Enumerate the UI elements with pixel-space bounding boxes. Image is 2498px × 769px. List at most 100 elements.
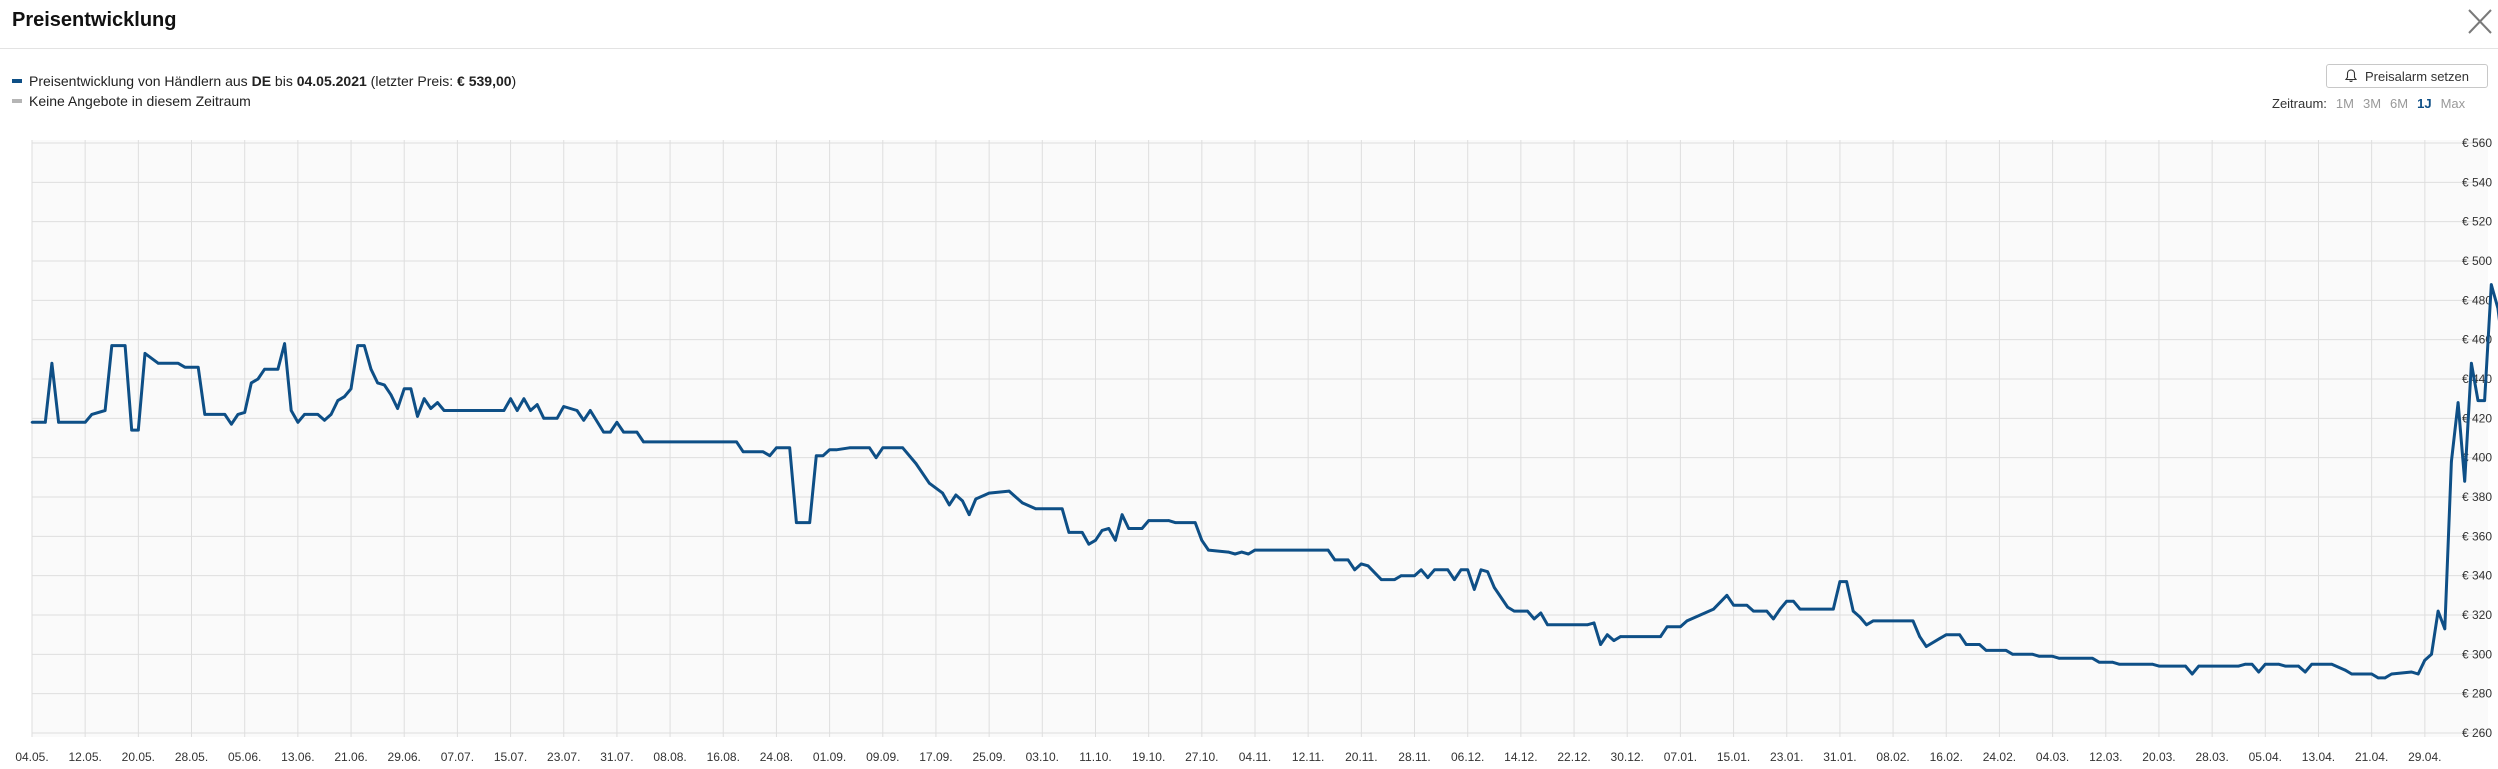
price-data-point (2197, 664, 2201, 668)
price-data-point (1539, 611, 1543, 615)
price-data-point (442, 409, 446, 412)
x-tick-label: 11.10. (1079, 750, 1111, 764)
price-data-point (1612, 639, 1616, 642)
price-data-point (2157, 664, 2161, 668)
x-year-label: 2021 (1667, 767, 1694, 769)
x-tick-label: 13.06. (281, 750, 314, 764)
price-data-point (2097, 660, 2101, 664)
y-tick-label: € 400 (2462, 451, 2492, 465)
price-data-point (635, 430, 639, 434)
period-option-3m[interactable]: 3M (2362, 96, 2382, 111)
price-data-point (2184, 664, 2187, 668)
x-tick-label: 27.10. (1185, 750, 1218, 764)
price-data-point (356, 344, 360, 347)
price-data-point (416, 415, 419, 418)
price-data-point (1865, 623, 1868, 627)
price-data-point (1832, 607, 1835, 611)
close-icon[interactable] (2466, 6, 2494, 36)
price-data-point (941, 491, 944, 495)
price-data-point (1366, 564, 1370, 568)
price-data-point (622, 430, 625, 434)
price-data-point (176, 362, 180, 365)
price-data-point (542, 417, 546, 420)
y-tick-label: € 280 (2462, 687, 2492, 701)
x-tick-label: 22.12. (1557, 750, 1590, 764)
price-data-point (2117, 662, 2121, 666)
price-data-point (1114, 539, 1117, 542)
price-data-point (143, 352, 147, 355)
x-tick-label: 03.10. (1026, 750, 1059, 764)
price-data-point (535, 403, 539, 406)
price-data-point (336, 399, 340, 402)
chart-legend: Preisentwicklung von Händlern aus DE bis… (12, 72, 516, 112)
price-data-point (316, 413, 320, 416)
price-data-point (1778, 607, 1782, 611)
price-data-point (1140, 527, 1144, 530)
period-option-1j[interactable]: 1J (2417, 96, 2432, 111)
period-label: Zeitraum: (2272, 96, 2327, 111)
x-tick-label: 13.04. (2302, 750, 2335, 764)
x-tick-label: 28.11. (1398, 750, 1430, 764)
price-data-point (1100, 529, 1104, 532)
legend-no-offers-label: Keine Angebote in diesem Zeitraum (29, 93, 251, 109)
price-data-point (741, 450, 745, 454)
price-data-point (2111, 660, 2114, 664)
price-data-point (1958, 633, 1961, 636)
price-data-point (2456, 401, 2460, 404)
price-data-point (2423, 658, 2427, 662)
price-data-point (2297, 664, 2300, 668)
legend-last-price: € 539,00 (457, 73, 512, 89)
price-data-point (1765, 609, 1769, 613)
legend-prefix: Preisentwicklung von Händlern aus (29, 73, 252, 89)
price-data-point (1845, 580, 1848, 583)
price-data-point (987, 491, 991, 495)
price-data-point (815, 454, 818, 458)
price-data-point (795, 521, 798, 524)
price-data-point (57, 421, 60, 424)
price-data-point (1240, 550, 1243, 554)
price-data-point (1094, 539, 1097, 542)
period-option-1m[interactable]: 1M (2335, 96, 2354, 111)
x-tick-label: 04.11. (1239, 750, 1271, 764)
price-data-point (928, 481, 931, 485)
x-tick-label: 28.05. (175, 750, 208, 764)
price-data-point (1978, 643, 1981, 646)
price-data-point (2277, 662, 2280, 666)
price-data-point (2430, 653, 2433, 656)
x-tick-label: 05.04. (2249, 750, 2282, 764)
price-data-point (1945, 633, 1948, 636)
price-data-point (1127, 527, 1130, 530)
price-data-point (402, 387, 406, 391)
price-data-point (90, 413, 94, 416)
price-data-point (529, 409, 532, 412)
y-tick-label: € 560 (2462, 136, 2492, 150)
price-data-point (2377, 676, 2380, 680)
price-data-point (1207, 548, 1210, 552)
price-data-point (1453, 578, 1456, 581)
period-option-6m[interactable]: 6M (2390, 96, 2409, 111)
price-data-point (303, 413, 306, 416)
price-data-point (2450, 460, 2453, 463)
price-data-point (954, 493, 958, 497)
price-data-point (642, 440, 645, 444)
y-tick-label: € 460 (2462, 333, 2492, 347)
legend-item-no-offers: Keine Angebote in diesem Zeitraum (12, 92, 516, 112)
price-data-point (369, 367, 373, 371)
price-alarm-button[interactable]: Preisalarm setzen (2326, 64, 2488, 88)
legend-mid: bis (271, 73, 297, 89)
price-data-point (1227, 550, 1230, 554)
price-data-point (2190, 672, 2194, 676)
dialog-title: Preisentwicklung (12, 9, 177, 31)
price-data-point (868, 446, 871, 450)
y-tick-label: € 340 (2462, 569, 2492, 583)
x-tick-label: 09.09. (866, 750, 899, 764)
x-tick-label: 15.01. (1717, 750, 1750, 764)
price-data-point (1426, 576, 1430, 579)
price-data-point (1659, 635, 1662, 638)
price-data-point (1911, 619, 1915, 623)
period-option-max[interactable]: Max (2440, 96, 2466, 111)
price-data-point (1785, 599, 1788, 603)
price-data-point (1473, 588, 1476, 591)
price-data-point (1526, 609, 1529, 613)
price-data-point (323, 419, 326, 422)
